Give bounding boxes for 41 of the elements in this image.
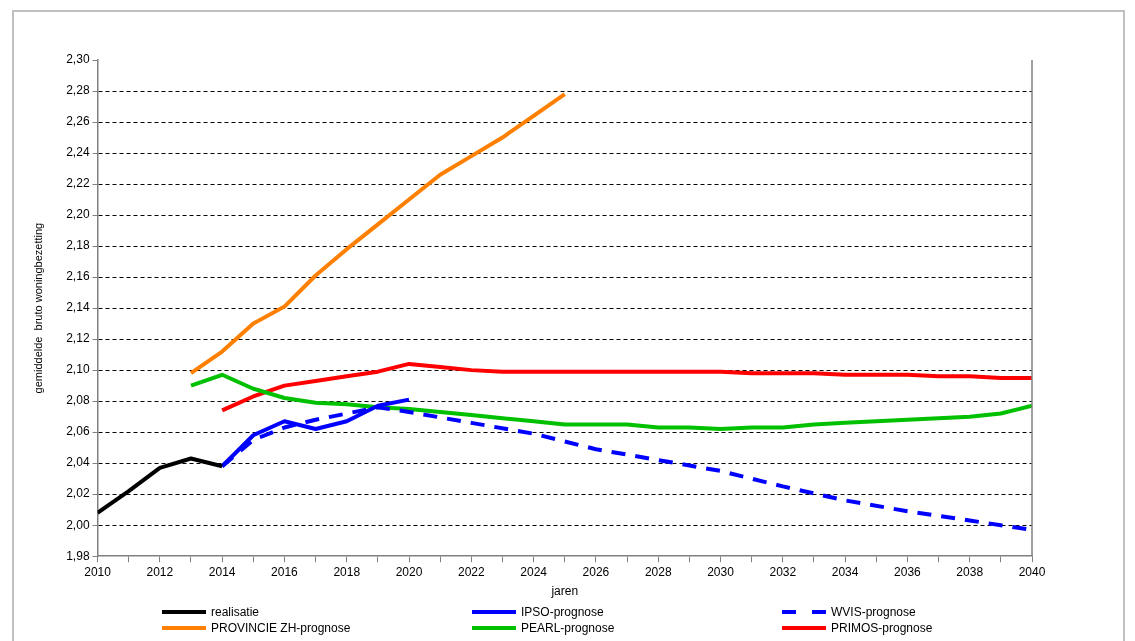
y-tick-label: 2,00 — [66, 517, 90, 532]
y-tick-label: 1,98 — [66, 548, 90, 563]
x-tick-label: 2016 — [271, 564, 299, 579]
y-tick-label: 2,28 — [66, 83, 90, 98]
legend-label: PROVINCIE ZH-prognose — [211, 620, 351, 636]
y-tick-label: 2,12 — [66, 331, 90, 346]
y-tick-label: 2,24 — [66, 145, 90, 160]
x-tick-label: 2022 — [457, 564, 485, 579]
x-tick-label: 2030 — [707, 564, 735, 579]
x-tick-label: 2034 — [831, 564, 859, 579]
x-tick-label: 2038 — [956, 564, 984, 579]
legend-label: WVIS-prognose — [831, 604, 916, 620]
x-tick-label: 2024 — [520, 564, 548, 579]
x-tick-label: 2032 — [769, 564, 797, 579]
legend-label: realisatie — [211, 604, 260, 620]
x-tick-label: 2026 — [582, 564, 610, 579]
x-tick-label: 2036 — [894, 564, 922, 579]
y-tick-label: 2,02 — [66, 486, 90, 501]
y-tick-label: 2,06 — [66, 424, 90, 439]
x-tick-label: 2014 — [208, 564, 236, 579]
y-tick-label: 2,22 — [66, 176, 90, 191]
x-axis-title: jaren — [550, 584, 579, 599]
legend-label: IPSO-prognose — [521, 604, 604, 620]
x-tick-label: 2020 — [395, 564, 423, 579]
legend-label: PEARL-prognose — [521, 620, 615, 636]
y-tick-label: 2,30 — [66, 52, 90, 67]
x-tick-label: 2018 — [333, 564, 361, 579]
y-axis-title: gemiddelde bruto woningbezetting — [31, 222, 44, 394]
y-tick-label: 2,20 — [66, 207, 90, 222]
y-tick-label: 2,16 — [66, 269, 90, 284]
x-tick-label: 2010 — [84, 564, 112, 579]
y-tick-label: 2,08 — [66, 393, 90, 408]
y-tick-label: 2,10 — [66, 362, 90, 377]
y-tick-label: 2,18 — [66, 238, 90, 253]
x-tick-label: 2040 — [1018, 564, 1046, 579]
legend-label: PRIMOS-prognose — [831, 620, 933, 636]
y-tick-label: 2,04 — [66, 455, 90, 470]
x-tick-label: 2028 — [644, 564, 672, 579]
y-tick-label: 2,26 — [66, 114, 90, 129]
x-tick-label: 2012 — [146, 564, 174, 579]
y-tick-label: 2,14 — [66, 300, 90, 315]
